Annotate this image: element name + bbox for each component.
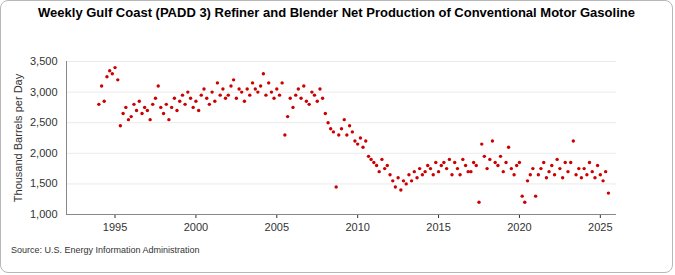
svg-text:1995: 1995 [103, 221, 127, 233]
svg-text:3,000: 3,000 [30, 86, 58, 98]
html-text:Source: U.S. Energy Informatio: Source: U.S. Energy Information Administ… [11, 245, 200, 255]
svg-text:2015: 2015 [426, 221, 450, 233]
svg-text:3,500: 3,500 [30, 55, 58, 67]
svg-text:2005: 2005 [265, 221, 289, 233]
svg-text:2025: 2025 [588, 221, 612, 233]
svg-text:2000: 2000 [184, 221, 208, 233]
svg-text:2010: 2010 [345, 221, 369, 233]
svg-text:2,000: 2,000 [30, 147, 58, 159]
svg-text:Thousand Barrels per Day: Thousand Barrels per Day [12, 73, 24, 202]
svg-text:2,500: 2,500 [30, 116, 58, 128]
svg-text:1,000: 1,000 [30, 208, 58, 220]
svg-text:2020: 2020 [507, 221, 531, 233]
html-text:Weekly Gulf Coast (PADD 3) Ref: Weekly Gulf Coast (PADD 3) Refiner and B… [38, 5, 635, 20]
svg-text:1,500: 1,500 [30, 177, 58, 189]
